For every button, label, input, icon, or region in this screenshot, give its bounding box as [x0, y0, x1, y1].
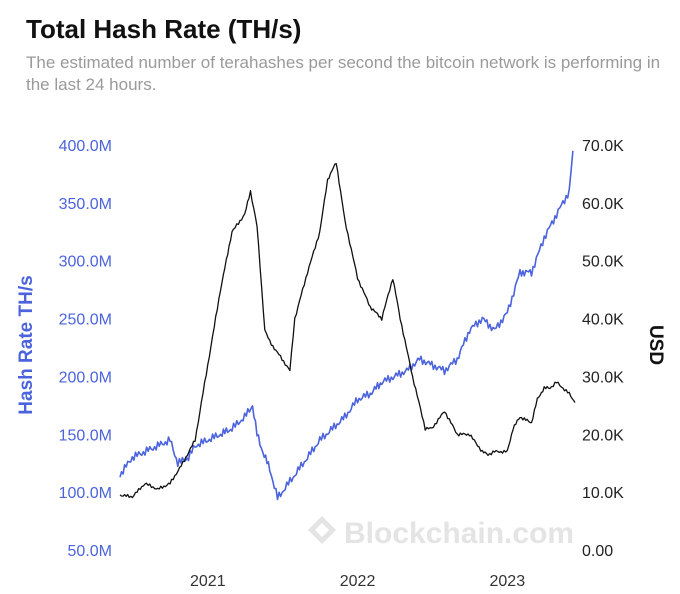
y-left-tick-label: 100.0M: [59, 485, 112, 502]
y-right-axis-title: USD: [645, 325, 666, 365]
y-right-tick-label: 50.0K: [582, 254, 624, 271]
y-left-tick-label: 200.0M: [59, 369, 112, 386]
y-left-tick-label: 350.0M: [59, 196, 112, 213]
price-line: [119, 162, 576, 499]
x-tick-label: 2023: [490, 573, 526, 590]
y-right-tick-label: 60.0K: [582, 196, 624, 213]
y-right-tick-label: 20.0K: [582, 427, 624, 444]
y-left-tick-label: 50.0M: [68, 543, 112, 560]
x-tick-label: 2022: [340, 573, 376, 590]
y-right-tick-label: 10.0K: [582, 485, 624, 502]
blockchain-logo-icon: [308, 516, 336, 544]
y-right-tick-label: 40.0K: [582, 312, 624, 329]
chart-title: Total Hash Rate (TH/s): [26, 14, 302, 44]
watermark: Blockchain.com: [308, 516, 574, 550]
y-right-tick-label: 0.00: [582, 543, 613, 560]
y-right-tick-label: 30.0K: [582, 369, 624, 386]
hash-rate-line: [119, 150, 574, 501]
y-left-tick-label: 400.0M: [59, 138, 112, 155]
y-left-tick-label: 250.0M: [59, 312, 112, 329]
chart-subtitle: The estimated number of terahashes per s…: [26, 53, 661, 94]
watermark-text: Blockchain.com: [344, 517, 574, 550]
y-left-axis-title: Hash Rate TH/s: [16, 275, 37, 414]
y-left-tick-label: 150.0M: [59, 427, 112, 444]
y-left-tick-label: 300.0M: [59, 254, 112, 271]
x-tick-label: 2021: [190, 573, 226, 590]
y-right-tick-label: 70.0K: [582, 138, 624, 155]
